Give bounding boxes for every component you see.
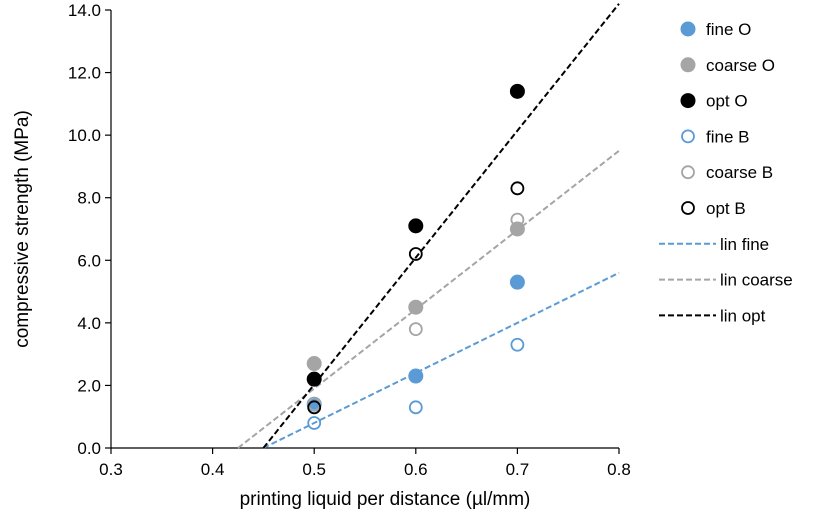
point-fine-B: [307, 416, 322, 430]
point-opt-B: [510, 181, 525, 196]
trendline-lin-fine: [262, 271, 620, 449]
data-points: [306, 83, 525, 430]
legend-label: opt B: [706, 199, 746, 218]
point-opt-B: [408, 247, 423, 261]
y-tick-label: 2.0: [77, 376, 101, 395]
y-tick-label: 14.0: [68, 1, 101, 20]
legend-label: fine O: [706, 20, 751, 39]
x-tick-label: 0.7: [506, 460, 530, 479]
point-opt-O: [306, 371, 322, 387]
x-tick-label: 0.6: [404, 460, 428, 479]
legend-label: lin fine: [720, 235, 769, 254]
legend-label: fine B: [706, 127, 749, 146]
legend-marker-coarse-B: [681, 165, 695, 180]
y-tick-label: 10.0: [68, 126, 101, 145]
point-opt-O: [408, 218, 424, 234]
legend-marker-fine-O: [680, 21, 696, 37]
point-coarse-O: [408, 299, 424, 315]
point-coarse-B: [510, 212, 525, 227]
x-ticks: 0.3 0.4 0.5 0.6 0.7 0.8: [99, 448, 631, 479]
point-coarse-B: [408, 322, 423, 337]
legend-label: opt O: [706, 92, 748, 111]
legend-label: coarse B: [706, 163, 773, 182]
plot-area: 0.0 2.0 4.0 6.0 8.0 10.0 12.0 14.0 0.3 0.4 0.5 0.6…: [68, 1, 631, 479]
point-fine-B: [408, 400, 423, 415]
trendline-lin-opt: [262, 3, 620, 449]
x-tick-label: 0.8: [607, 460, 631, 479]
point-fine-O: [408, 368, 424, 384]
y-tick-label: 4.0: [77, 314, 101, 333]
trendline-lin-coarse: [237, 149, 620, 449]
point-fine-O: [306, 396, 322, 412]
legend-label: coarse O: [706, 56, 775, 75]
legend-marker-coarse-O: [680, 57, 696, 73]
y-tick-label: 12.0: [68, 64, 101, 83]
x-tick-label: 0.5: [302, 460, 326, 479]
y-tick-label: 8.0: [77, 189, 101, 208]
y-ticks: 0.0 2.0 4.0 6.0 8.0 10.0 12.0 14.0: [68, 1, 111, 458]
legend: fine O coarse O opt O fine B coarse B opt B li…: [659, 20, 793, 325]
point-fine-O: [509, 274, 525, 290]
point-opt-B: [307, 400, 322, 415]
y-tick-label: 0.0: [77, 439, 101, 458]
point-coarse-O: [306, 356, 322, 372]
legend-marker-opt-O: [680, 93, 696, 109]
y-axis-title: compressive strength (MPa): [12, 110, 33, 348]
trendlines: [237, 3, 620, 449]
legend-label: lin opt: [720, 306, 766, 325]
x-tick-label: 0.3: [99, 460, 123, 479]
point-fine-B: [510, 337, 525, 352]
x-tick-label: 0.4: [201, 460, 225, 479]
legend-marker-fine-B: [681, 129, 695, 144]
x-axis-title: printing liquid per distance (µl/mm): [240, 489, 531, 510]
y-tick-label: 6.0: [77, 251, 101, 270]
legend-label: lin coarse: [720, 271, 793, 290]
point-opt-O: [509, 83, 525, 99]
legend-marker-opt-B: [681, 201, 695, 215]
